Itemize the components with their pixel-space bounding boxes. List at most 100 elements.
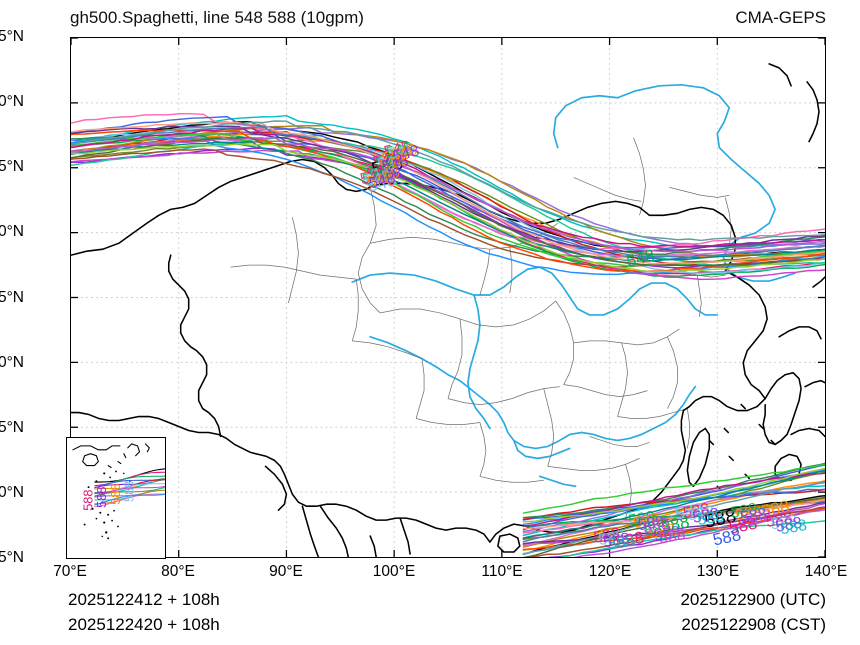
x-tick-label: 70°E: [53, 563, 87, 580]
contour-line-548: [71, 140, 825, 262]
river-layer: [351, 83, 796, 488]
y-tick-label: 30°N: [0, 353, 24, 371]
contour-label-588: 588: [641, 516, 670, 537]
contour-line-588: [522, 488, 825, 531]
x-tick-label: 110°E: [481, 563, 523, 580]
inset-contour-label-588: 588: [81, 489, 96, 510]
contour-line-588: [522, 481, 825, 556]
contour-label-588: 588: [739, 505, 768, 526]
x-tick-label: 140°E: [804, 563, 848, 580]
contour-line-548: [71, 137, 825, 276]
x-tick-label: 120°E: [588, 563, 632, 580]
contour-line-588: [522, 469, 825, 539]
contour-label-588: 588: [607, 532, 636, 553]
contour-label-588: 588: [687, 503, 716, 524]
inset-contour-588: [94, 493, 165, 506]
contour-line-548: [71, 142, 825, 273]
inset-contour-label-588: 588: [94, 487, 109, 508]
contour-label-588: 588: [696, 508, 725, 529]
contour-line-548: [71, 125, 825, 258]
south-china-sea-inset: 588 588 588 588: [66, 437, 166, 559]
contour-line-588: [522, 463, 825, 514]
contour-label-588: 588: [691, 505, 720, 526]
contour-label-588: 588: [627, 508, 656, 529]
contour-line-588: [558, 520, 825, 557]
contour-label-588: 588: [592, 525, 621, 546]
contour-label-588: 588: [643, 519, 672, 540]
contour-line-548: [71, 120, 825, 242]
inset-contour-588: [94, 485, 165, 498]
y-tick-label: 50°N: [0, 93, 24, 111]
contour-label-548: 548: [359, 165, 389, 188]
contour-label-588: 588: [602, 530, 631, 551]
contour-line-588: [522, 501, 825, 545]
contour-line-548: [71, 125, 825, 253]
contour-line-548: [71, 122, 825, 265]
contour-line-588: [522, 469, 825, 533]
contour-label-548: 548: [374, 164, 404, 187]
y-tick-label: 20°N: [0, 483, 24, 501]
contour-line-548: [71, 136, 825, 253]
y-tick-label: 45°N: [0, 158, 24, 176]
page-title: gh500.Spaghetti, line 548 588 (10gpm): [70, 8, 364, 27]
contour-line-548: [71, 112, 825, 251]
x-tick-label: 130°E: [696, 563, 740, 580]
contour-label-548: 548: [372, 148, 402, 171]
x-tick-label: 80°E: [161, 563, 195, 580]
valid-time-cst: 2025122908 (CST): [681, 615, 826, 634]
contour-label-588: 588: [637, 513, 666, 534]
model-label: CMA-GEPS: [735, 8, 826, 27]
contour-label-588: 588: [770, 512, 799, 533]
inset-contour-588: [94, 493, 165, 508]
y-tick-label: 15°N: [0, 549, 24, 566]
y-tick-label: 55°N: [0, 28, 24, 45]
contour-label-588: 588: [765, 510, 794, 531]
x-tick-label: 90°E: [269, 563, 303, 580]
contour-label-548: 548: [378, 152, 408, 175]
contour-line-588: [522, 467, 825, 523]
contour-label-548: 548: [367, 161, 397, 184]
contour-line-588: [522, 479, 825, 551]
run-time-line-1: 2025122412 + 108h: [68, 590, 220, 609]
contour-label-548: 548: [387, 140, 417, 163]
y-tick-label: 40°N: [0, 223, 24, 241]
run-time-line-2: 2025122420 + 108h: [68, 615, 220, 634]
gridlines: [71, 38, 825, 557]
map-svg: 5485485485485885885885885885885885485485…: [71, 38, 825, 557]
contour-line-548: [71, 128, 825, 272]
inset-contour-label-588: 588: [122, 481, 137, 502]
spaghetti-contour-layer: [71, 112, 825, 557]
contour-label-548: 548: [391, 142, 421, 165]
contour-label-548: 548: [361, 166, 391, 189]
contour-label-548: 548: [382, 138, 412, 161]
contour-label-588: 588: [774, 515, 803, 536]
contour-line-588: [522, 502, 825, 546]
contour-label-548: 548: [372, 163, 402, 186]
contour-label-548: 548: [363, 167, 393, 190]
y-tick-label: 25°N: [0, 418, 24, 436]
y-tick-label: 35°N: [0, 288, 24, 306]
contour-label-588: 588: [734, 503, 763, 524]
contour-line-588: [573, 508, 825, 557]
contour-label-588: 588: [653, 524, 682, 545]
valid-time-utc: 2025122900 (UTC): [680, 590, 826, 609]
contour-label-548: 548: [374, 149, 404, 172]
map-geometry: 5485485485485885885885885885885885485485…: [71, 63, 825, 557]
contour-label-548: 548: [389, 141, 419, 164]
contour-label-588: 588: [632, 511, 661, 532]
contour-label-548: 548: [367, 170, 397, 193]
contour-label-548: 548: [385, 139, 415, 162]
contour-line-588: [523, 507, 825, 557]
contour-label-588: 588: [648, 521, 677, 542]
contour-label-548: 548: [376, 151, 406, 174]
contour-line-588: [522, 499, 825, 530]
contour-label-588: 588: [779, 517, 808, 538]
contour-label-588: 588: [597, 528, 626, 549]
contour-label-588: 588: [682, 501, 711, 522]
contour-label-548: 548: [369, 162, 399, 185]
inset-contour-label-588: 588: [108, 484, 123, 505]
contour-line-588: [523, 496, 825, 557]
contour-label-588: 588: [658, 526, 687, 547]
